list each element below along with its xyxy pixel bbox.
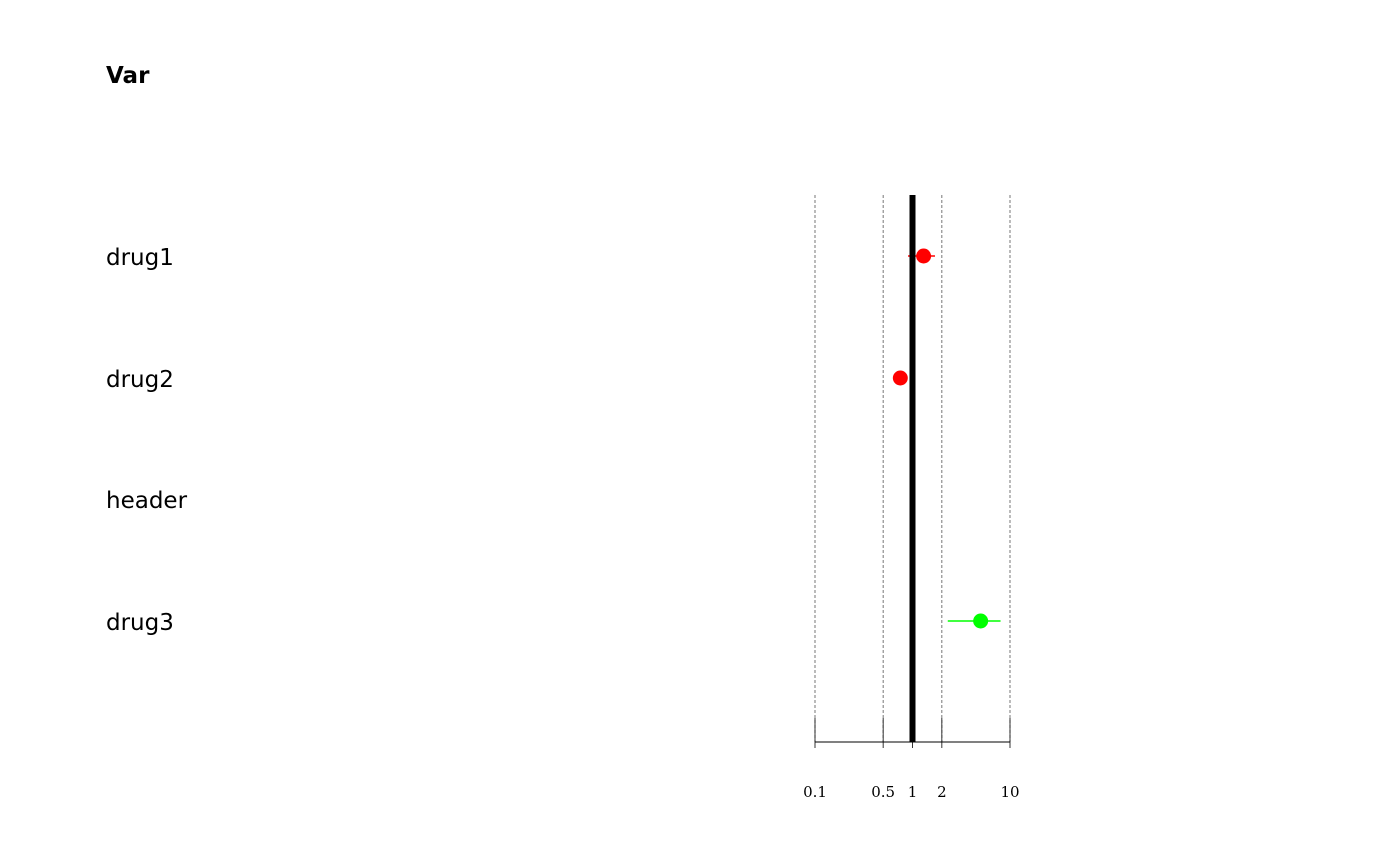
point-drug2 <box>892 370 908 386</box>
point-drug1 <box>916 248 932 264</box>
row-label-drug3: drug3 <box>106 610 174 636</box>
row-label-drug2: drug2 <box>106 367 174 393</box>
row-label-header: header <box>106 488 188 514</box>
x-tick-label-2: 1 <box>908 783 918 801</box>
point-estimates <box>892 248 989 629</box>
column-header: Var <box>106 63 150 89</box>
x-tick-label-4: 10 <box>1000 783 1019 801</box>
point-drug3 <box>973 613 989 629</box>
x-tick-label-1: 0.5 <box>871 783 895 801</box>
row-labels: drug1 drug2 header drug3 <box>106 245 188 636</box>
x-axis: 0.1 0.5 1 2 10 <box>803 718 1020 801</box>
x-tick-label-0: 0.1 <box>803 783 827 801</box>
row-label-drug1: drug1 <box>106 245 174 271</box>
x-tick-label-3: 2 <box>937 783 947 801</box>
